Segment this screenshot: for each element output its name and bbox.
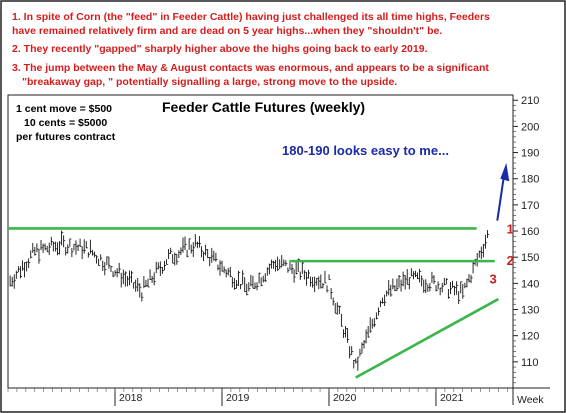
gap-marker-1: 1: [507, 222, 514, 237]
note-line-4: 3. The jump between the May & August con…: [12, 62, 489, 74]
target-arrow-head: [500, 163, 510, 182]
y-tick-label: 200: [521, 121, 539, 133]
y-tick-label: 180: [521, 174, 539, 186]
y-tick-label: 210: [521, 95, 539, 107]
x-unit-label: Week: [517, 394, 544, 406]
chart-title: Feeder Cattle Futures (weekly): [162, 99, 365, 115]
note-line-3: 2. They recently "gapped" sharply higher…: [12, 43, 428, 55]
support-trendline: [355, 297, 500, 379]
y-tick-label: 120: [521, 331, 539, 343]
target-arrow-shaft: [496, 173, 506, 221]
y-tick-label: 110: [521, 357, 539, 369]
x-tick-label: 2021: [440, 392, 464, 404]
y-tick-label: 150: [521, 252, 539, 264]
note-line-1: 1. In spite of Corn (the "feed" in Feede…: [12, 11, 490, 23]
contract-info-3: per futures contract: [16, 131, 116, 143]
x-tick-label: 2018: [119, 392, 143, 404]
note-line-5: "breakaway gap, " potentially signalling…: [22, 76, 397, 88]
y-tick-label: 140: [521, 278, 539, 290]
target-annotation: 180-190 looks easy to me...: [282, 143, 449, 158]
contract-info-1: 1 cent move = $500: [16, 103, 112, 115]
gap-marker-3: 3: [489, 271, 496, 286]
y-tick-label: 130: [521, 305, 539, 317]
y-tick-label: 190: [521, 148, 539, 160]
note-line-2: have remained relatively firm and are de…: [12, 25, 442, 37]
contract-info-2: 10 cents = $5000: [24, 117, 107, 129]
y-tick-label: 170: [521, 200, 539, 212]
gap-marker-2: 2: [507, 253, 514, 268]
x-tick-label: 2020: [333, 392, 357, 404]
notes-block: 1. In spite of Corn (the "feed" in Feede…: [12, 11, 490, 88]
y-tick-label: 160: [521, 226, 539, 238]
x-tick-label: 2019: [226, 392, 250, 404]
